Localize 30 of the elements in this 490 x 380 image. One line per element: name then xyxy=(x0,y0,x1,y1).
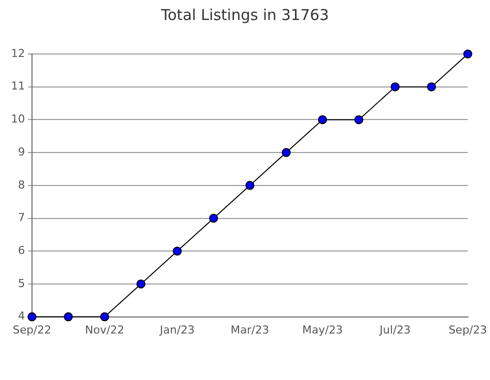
point xyxy=(282,148,291,158)
point xyxy=(354,115,364,124)
x-tick-label: Jan/23 xyxy=(158,323,195,336)
point xyxy=(136,279,146,288)
point xyxy=(426,82,436,92)
point xyxy=(318,115,328,124)
y-tick-label: 12 xyxy=(10,46,25,60)
x-tick-label: Mar/23 xyxy=(230,323,270,336)
point xyxy=(100,312,110,322)
x-tick-label: Sep/23 xyxy=(448,323,487,336)
y-tick-label: 9 xyxy=(18,145,25,158)
x-tick-label: Sep/22 xyxy=(12,323,52,336)
point xyxy=(27,312,36,322)
y-tick-label: 8 xyxy=(18,178,25,192)
x-tick-label: May/23 xyxy=(302,323,343,336)
chart-title: Total Listings in 31763 xyxy=(160,6,330,24)
point xyxy=(172,246,182,256)
y-tick-label: 6 xyxy=(18,244,25,257)
point xyxy=(209,214,218,223)
y-tick-label: 10 xyxy=(10,112,25,126)
y-tick-label: 7 xyxy=(18,211,25,224)
point xyxy=(463,50,472,58)
point xyxy=(245,180,254,190)
point xyxy=(390,82,400,92)
x-tick-label: Jul/23 xyxy=(378,323,411,336)
y-tick-label: 4 xyxy=(18,310,25,323)
y-tick-label: 11 xyxy=(10,80,25,93)
y-tick-label: 5 xyxy=(18,276,25,290)
x-tick-label: Nov/22 xyxy=(85,323,124,336)
point xyxy=(64,312,73,322)
